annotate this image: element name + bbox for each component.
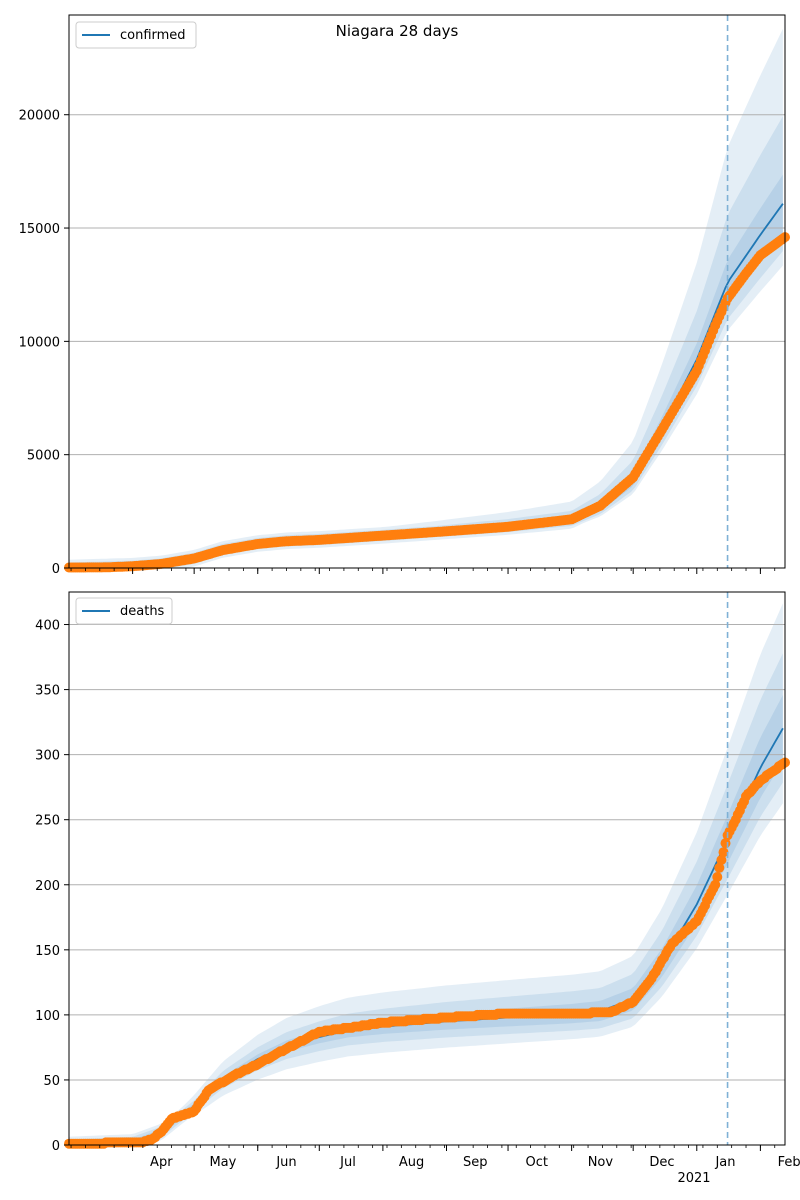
deaths-x-ticks: [70, 1145, 776, 1151]
confirmed-ytick-label: 15000: [19, 222, 60, 237]
deaths-ytick-label: 0: [52, 1139, 60, 1154]
deaths-legend-box: [75, 597, 173, 625]
confirmed-axes-frame: [68, 14, 786, 569]
confirmed-legend: confirmed: [75, 21, 197, 49]
confirmed-gridlines: [69, 114, 785, 456]
confirmed-y-ticks: 0 5000 10000 15000 20000: [19, 109, 69, 577]
deaths-ytick-label: 400: [35, 619, 60, 634]
deaths-axes-frame: [68, 591, 786, 1146]
confirmed-ytick-label: 20000: [19, 109, 60, 124]
deaths-observed-point: [716, 855, 727, 865]
deaths-legend: deaths: [75, 597, 173, 625]
confirmed-legend-box: [75, 21, 197, 49]
deaths-ytick-label: 100: [35, 1009, 60, 1024]
deaths-observed-point: [714, 862, 725, 873]
deaths-ytick-label: 250: [35, 814, 60, 829]
month-label: Jan: [714, 1155, 735, 1170]
confirmed-legend-label: confirmed: [120, 28, 186, 43]
confirmed-panel: 0 5000 10000 15000 20000 confirmed Niagara 2…: [19, 14, 790, 577]
month-label: Jun: [275, 1155, 296, 1170]
deaths-ytick-label: 200: [35, 879, 60, 894]
deaths-gridlines: [69, 624, 785, 1081]
deaths-observed-point: [712, 872, 723, 882]
chart-title: Niagara 28 days: [336, 22, 459, 40]
confirmed-ytick-label: 10000: [19, 335, 60, 350]
deaths-ytick-label: 150: [35, 944, 60, 959]
month-label: May: [209, 1155, 236, 1170]
month-labels: Apr May Jun Jul Aug Sep Oct Nov Dec Jan Feb: [150, 1155, 800, 1170]
confirmed-observed-points: [64, 232, 790, 573]
confirmed-ytick-label: 5000: [27, 449, 60, 464]
confirmed-x-ticks: [70, 568, 776, 574]
month-label: Jul: [339, 1155, 356, 1170]
deaths-band-2: [69, 653, 783, 1145]
deaths-ytick-label: 300: [35, 749, 60, 764]
deaths-observed-point: [718, 847, 729, 858]
deaths-panel: 0 50 100 150 200 250 300 350 400 deaths Apr May Ju…: [35, 591, 800, 1186]
month-label: Oct: [526, 1155, 548, 1170]
confirmed-axes: [68, 14, 786, 569]
month-label: Sep: [463, 1155, 488, 1170]
confirmed-ytick-label: 0: [52, 562, 60, 577]
deaths-ytick-label: 50: [43, 1074, 60, 1089]
deaths-observed-point: [710, 879, 721, 890]
deaths-axes: [68, 591, 786, 1146]
month-label: Aug: [399, 1155, 424, 1170]
month-label: Dec: [649, 1155, 674, 1170]
deaths-ytick-label: 350: [35, 684, 60, 699]
year-label: 2021: [677, 1171, 710, 1186]
month-label: Apr: [150, 1155, 173, 1170]
month-label: Feb: [778, 1155, 800, 1170]
deaths-y-ticks: 0 50 100 150 200 250 300 350 400: [35, 619, 69, 1154]
month-label: Nov: [588, 1155, 614, 1170]
deaths-legend-label: deaths: [120, 604, 165, 619]
